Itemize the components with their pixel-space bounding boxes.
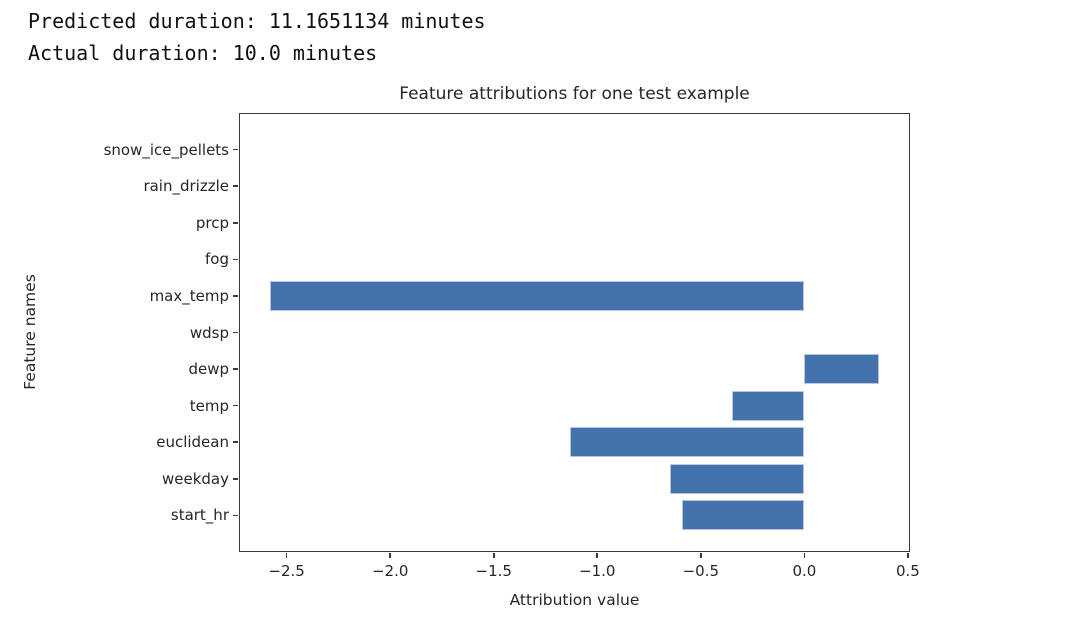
plot-area <box>239 113 910 552</box>
x-tick-mark <box>700 553 702 558</box>
bar-weekday <box>669 463 805 494</box>
bar-max_temp <box>270 280 805 311</box>
y-tick-mark <box>233 404 238 407</box>
x-tick-mark <box>389 553 391 558</box>
x-tick-mark <box>285 553 288 558</box>
x-tick-label-0: 0.0 <box>792 562 817 580</box>
y-axis-label: Feature names <box>21 274 39 390</box>
y-tick-label-euclidean: euclidean <box>156 433 229 452</box>
y-tick-mark <box>233 221 238 224</box>
y-tick-label-weekday: weekday <box>161 469 229 488</box>
console-output: Predicted duration: 11.1651134 minutes A… <box>28 5 486 69</box>
bar-dewp <box>804 354 879 385</box>
x-tick-label--2: −2.0 <box>371 562 409 580</box>
chart-title: Feature attributions for one test exampl… <box>399 84 750 104</box>
y-tick-mark <box>233 514 238 517</box>
y-tick-mark <box>233 331 238 334</box>
y-tick-mark <box>233 441 238 444</box>
y-tick-label-max_temp: max_temp <box>149 286 229 305</box>
x-tick-label-0.5: 0.5 <box>895 562 920 580</box>
y-tick-label-rain_drizzle: rain_drizzle <box>143 177 229 196</box>
x-tick-label--1: −1.0 <box>579 562 616 580</box>
bar-temp <box>731 390 805 421</box>
x-tick-mark <box>596 553 599 558</box>
y-tick-label-dewp: dewp <box>188 360 229 379</box>
y-tick-label-prcp: prcp <box>195 213 229 232</box>
y-tick-label-start_hr: start_hr <box>170 506 229 525</box>
y-tick-mark <box>233 258 238 261</box>
x-tick-mark <box>492 553 495 558</box>
y-tick-label-temp: temp <box>189 396 229 415</box>
y-tick-mark <box>233 368 238 370</box>
x-tick-label--1.5: −1.5 <box>475 562 512 580</box>
y-tick-mark <box>233 148 238 151</box>
x-tick-label--2.5: −2.5 <box>268 562 305 580</box>
x-axis-label: Attribution value <box>509 591 640 609</box>
y-tick-label-wdsp: wdsp <box>189 323 229 342</box>
x-tick-mark <box>803 553 806 558</box>
y-tick-label-snow_ice_pellets: snow_ice_pellets <box>103 140 229 159</box>
y-tick-label-fog: fog <box>205 250 229 269</box>
x-tick-mark <box>907 553 909 558</box>
bar-euclidean <box>570 427 805 458</box>
x-tick-label--0.5: −0.5 <box>682 562 720 580</box>
predicted-duration-line: Predicted duration: 11.1651134 minutes <box>28 9 486 33</box>
bar-start_hr <box>682 500 805 531</box>
y-tick-mark <box>233 185 238 187</box>
y-tick-mark <box>233 295 238 297</box>
actual-duration-line: Actual duration: 10.0 minutes <box>28 41 378 65</box>
y-tick-mark <box>233 478 238 480</box>
